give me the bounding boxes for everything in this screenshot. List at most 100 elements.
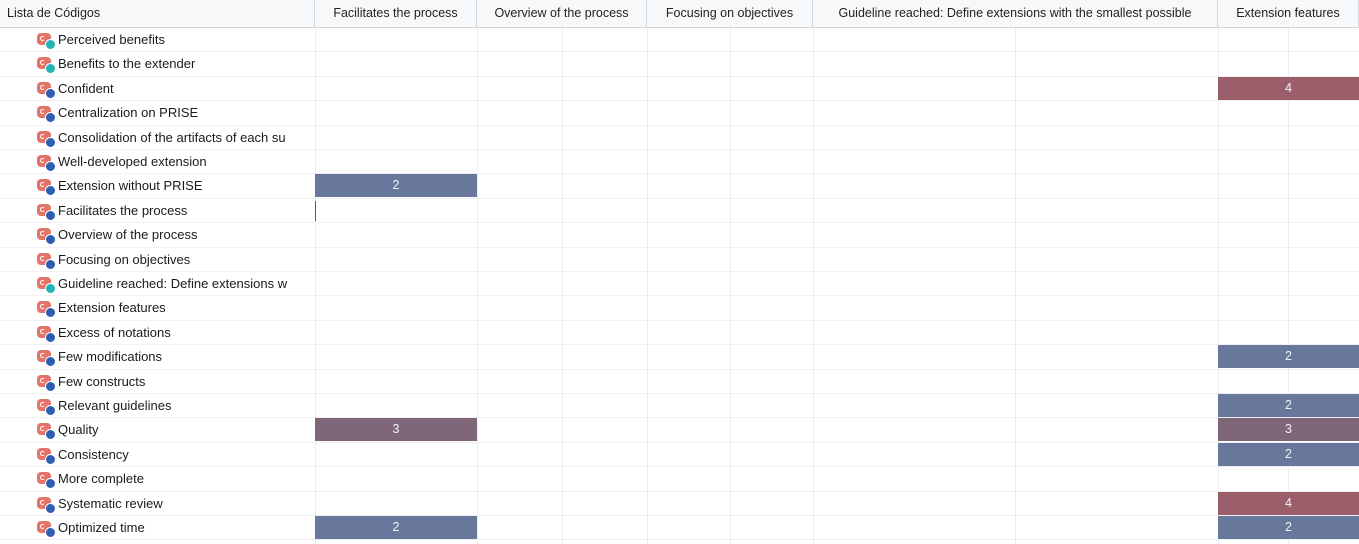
matrix-cell[interactable]: [813, 492, 1218, 515]
code-label[interactable]: Perceived benefits: [37, 28, 315, 52]
table-row[interactable]: More complete: [0, 467, 1359, 492]
matrix-cell[interactable]: [315, 272, 477, 295]
table-row[interactable]: Few constructs: [0, 370, 1359, 394]
matrix-cell[interactable]: [647, 418, 813, 441]
code-label[interactable]: Excess of notations: [37, 321, 315, 345]
code-label[interactable]: Relevant guidelines: [37, 394, 315, 418]
matrix-cell[interactable]: 4: [1218, 76, 1359, 100]
matrix-cell[interactable]: [477, 345, 647, 368]
matrix-cell[interactable]: [647, 223, 813, 246]
matrix-cell[interactable]: 2: [1218, 394, 1359, 417]
matrix-cell[interactable]: [315, 101, 477, 124]
matrix-cell[interactable]: [315, 296, 477, 319]
matrix-cell[interactable]: [1218, 52, 1359, 75]
matrix-cell[interactable]: [647, 199, 813, 222]
matrix-cell[interactable]: [315, 28, 477, 51]
matrix-cell[interactable]: [813, 126, 1218, 149]
matrix-cell[interactable]: [647, 516, 813, 539]
matrix-cell[interactable]: [813, 272, 1218, 295]
code-label[interactable]: Focusing on objectives: [37, 248, 315, 272]
matrix-cell[interactable]: [813, 394, 1218, 417]
matrix-cell[interactable]: [477, 126, 647, 149]
matrix-cell[interactable]: [315, 370, 477, 393]
matrix-cell[interactable]: [477, 150, 647, 173]
matrix-cell[interactable]: [813, 296, 1218, 319]
code-label[interactable]: Few constructs: [37, 370, 315, 394]
matrix-cell[interactable]: [315, 345, 477, 368]
matrix-cell[interactable]: [477, 199, 647, 222]
table-row[interactable]: Perceived benefits: [0, 28, 1359, 53]
matrix-cell[interactable]: [813, 28, 1218, 51]
code-label[interactable]: Few modifications: [37, 345, 315, 369]
matrix-cell[interactable]: [1218, 28, 1359, 51]
matrix-cell[interactable]: [647, 272, 813, 295]
matrix-cell[interactable]: [477, 272, 647, 295]
matrix-cell[interactable]: [1218, 101, 1359, 124]
matrix-cell[interactable]: [477, 516, 647, 539]
code-label[interactable]: Guideline reached: Define extensions w: [37, 272, 315, 296]
matrix-cell[interactable]: 2: [1218, 516, 1359, 539]
matrix-cell[interactable]: [647, 101, 813, 124]
matrix-cell[interactable]: [1218, 223, 1359, 246]
table-row[interactable]: Systematic review 4: [0, 491, 1359, 516]
matrix-cell[interactable]: [647, 126, 813, 149]
matrix-cell[interactable]: [647, 174, 813, 197]
matrix-cell[interactable]: 4: [1218, 491, 1359, 515]
matrix-cell[interactable]: [477, 443, 647, 466]
matrix-cell[interactable]: [813, 77, 1218, 100]
matrix-cell[interactable]: 2: [1218, 442, 1359, 466]
matrix-cell[interactable]: [477, 296, 647, 319]
matrix-cell[interactable]: [1218, 321, 1359, 344]
matrix-cell[interactable]: 2: [1218, 345, 1359, 369]
table-row[interactable]: Confident 4: [0, 76, 1359, 102]
table-row[interactable]: Focusing on objectives: [0, 248, 1359, 272]
column-header-focusing[interactable]: Focusing on objectives: [647, 0, 813, 27]
matrix-cell[interactable]: [647, 296, 813, 319]
matrix-cell[interactable]: [477, 394, 647, 417]
matrix-cell[interactable]: [477, 174, 647, 197]
table-row[interactable]: Benefits to the extender: [0, 52, 1359, 77]
table-row[interactable]: Overview of the process: [0, 223, 1359, 248]
matrix-cell[interactable]: [477, 223, 647, 246]
table-row[interactable]: Extension features: [0, 296, 1359, 321]
table-row[interactable]: Excess of notations: [0, 321, 1359, 346]
matrix-cell[interactable]: [813, 174, 1218, 197]
matrix-cell[interactable]: [1218, 296, 1359, 319]
column-header-overview[interactable]: Overview of the process: [477, 0, 647, 27]
code-label[interactable]: Consistency: [37, 443, 315, 467]
matrix-cell[interactable]: [477, 321, 647, 344]
matrix-cell[interactable]: [1218, 199, 1359, 222]
code-label[interactable]: Consolidation of the artifacts of each s…: [37, 126, 315, 150]
code-label[interactable]: Facilitates the process: [37, 199, 315, 223]
matrix-cell[interactable]: [647, 345, 813, 368]
table-row[interactable]: Consistency 2: [0, 442, 1359, 468]
code-label[interactable]: More complete: [37, 467, 315, 491]
matrix-cell[interactable]: [315, 248, 477, 271]
matrix-cell[interactable]: [813, 345, 1218, 368]
matrix-cell[interactable]: [477, 77, 647, 100]
matrix-cell[interactable]: [647, 492, 813, 515]
matrix-cell[interactable]: [477, 467, 647, 490]
matrix-cell[interactable]: [813, 443, 1218, 466]
matrix-cell[interactable]: [315, 150, 477, 173]
table-row[interactable]: Consolidation of the artifacts of each s…: [0, 126, 1359, 150]
matrix-cell[interactable]: [647, 394, 813, 417]
table-row[interactable]: Extension without PRISE 2: [0, 174, 1359, 199]
matrix-cell[interactable]: [813, 516, 1218, 539]
matrix-cell[interactable]: [647, 77, 813, 100]
matrix-cell[interactable]: [1218, 174, 1359, 197]
code-label[interactable]: Well-developed extension: [37, 150, 315, 174]
code-label[interactable]: Optimized time: [37, 516, 315, 540]
table-row[interactable]: Relevant guidelines 2: [0, 394, 1359, 419]
code-label[interactable]: Confident: [37, 77, 315, 101]
code-label[interactable]: Benefits to the extender: [37, 52, 315, 76]
matrix-cell[interactable]: [1218, 467, 1359, 490]
matrix-cell[interactable]: [1218, 370, 1359, 393]
matrix-cell[interactable]: [315, 321, 477, 344]
table-row[interactable]: Facilitates the process: [0, 199, 1359, 224]
matrix-cell[interactable]: [813, 223, 1218, 246]
matrix-cell[interactable]: [315, 223, 477, 246]
matrix-cell[interactable]: [813, 467, 1218, 490]
matrix-cell[interactable]: [813, 248, 1218, 271]
matrix-cell[interactable]: [315, 199, 477, 222]
